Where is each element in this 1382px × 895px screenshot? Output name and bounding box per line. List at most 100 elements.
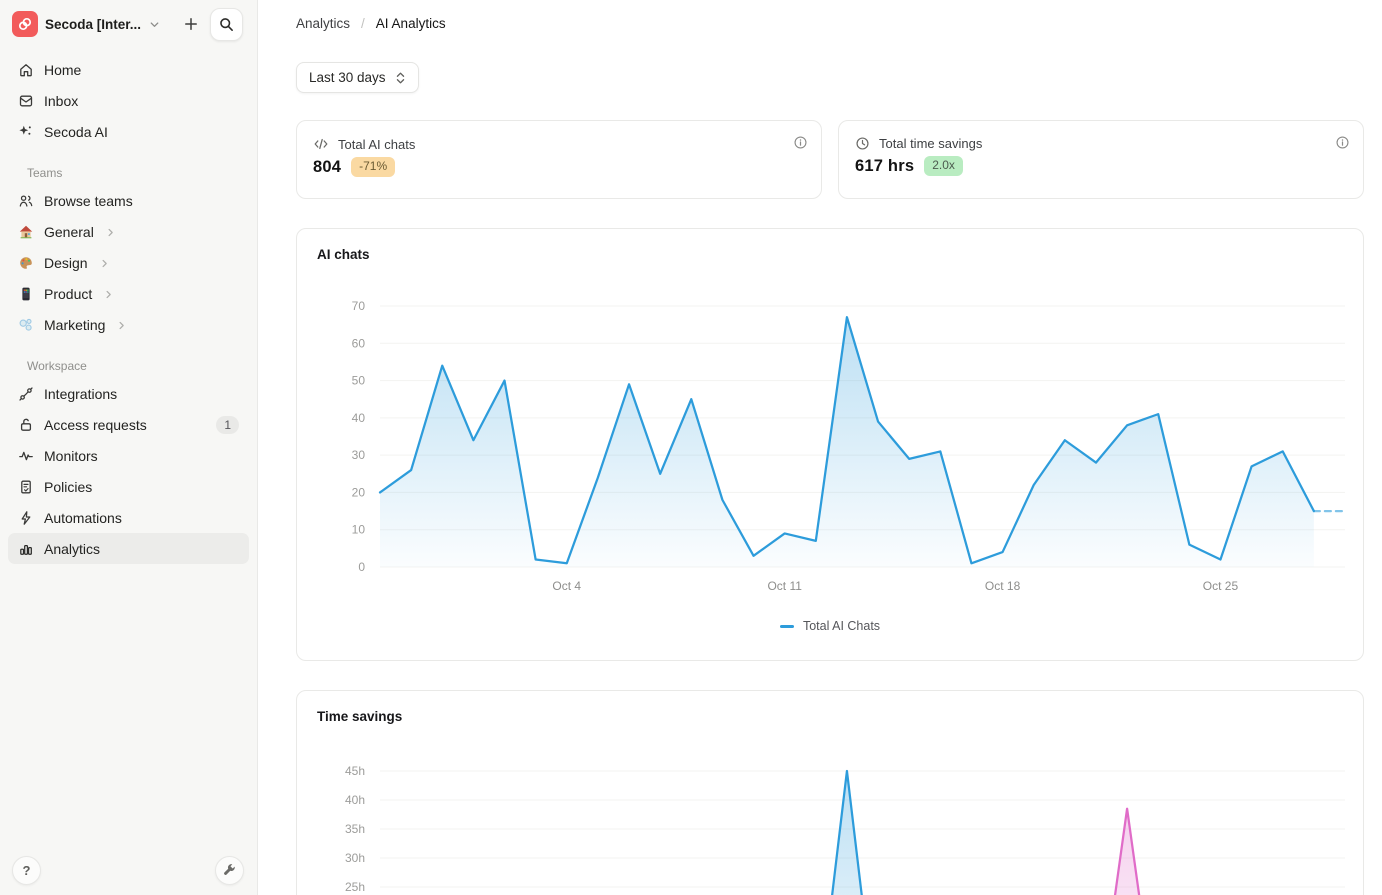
help-button[interactable]: ? <box>12 856 41 885</box>
time-savings-chart: 45h 40h 35h 30h 25h <box>345 764 1345 895</box>
chevron-right-icon <box>103 289 114 300</box>
secoda-logo-icon <box>12 11 38 37</box>
info-icon[interactable] <box>1335 135 1350 150</box>
svg-text:60: 60 <box>352 336 366 350</box>
date-range-select[interactable]: Last 30 days <box>296 62 419 93</box>
svg-text:Oct 18: Oct 18 <box>985 579 1021 593</box>
sidebar-nav: Home Inbox Secoda AI Teams Browse teams … <box>0 46 257 564</box>
sidebar-item-label: Secoda AI <box>44 123 108 140</box>
stat-label: Total AI chats <box>338 136 416 152</box>
people-icon <box>19 194 33 207</box>
sidebar-item-automations[interactable]: Automations <box>8 502 249 533</box>
sidebar-item-analytics[interactable]: Analytics <box>8 533 249 564</box>
search-button[interactable] <box>210 7 243 41</box>
sidebar-item-label: Home <box>44 61 82 78</box>
svg-text:Oct 11: Oct 11 <box>767 579 802 593</box>
stat-card-total-time-savings: Total time savings 617 hrs 2.0x <box>838 120 1364 199</box>
bubbles-emoji-icon <box>19 318 32 331</box>
sidebar-item-monitors[interactable]: Monitors <box>8 440 249 471</box>
wrench-icon <box>224 864 235 875</box>
breadcrumb-separator: / <box>361 15 365 31</box>
sidebar-item-label: Marketing <box>44 316 106 333</box>
sidebar-item-browse-teams[interactable]: Browse teams <box>8 185 249 216</box>
stat-multiplier-badge: 2.0x <box>924 156 963 176</box>
chart-title: Time savings <box>317 709 403 724</box>
sparkle-icon <box>19 125 31 135</box>
bar-chart-icon <box>20 544 32 555</box>
svg-text:Oct 4: Oct 4 <box>552 579 581 593</box>
sidebar-item-label: Product <box>44 285 93 302</box>
svg-text:35h: 35h <box>345 822 365 836</box>
breadcrumb: Analytics / AI Analytics <box>296 14 1364 32</box>
ai-chats-chart-card: AI chats 70 60 50 40 30 20 10 0 Oct 4 Oct 11 Oct 1… <box>296 228 1364 661</box>
svg-text:25h: 25h <box>345 880 365 894</box>
chart-legend: Total AI Chats <box>297 619 1363 633</box>
palette-emoji-icon <box>20 256 32 269</box>
svg-text:Oct 25: Oct 25 <box>1203 579 1239 593</box>
sidebar-item-policies[interactable]: Policies <box>8 471 249 502</box>
section-label-workspace: Workspace <box>27 359 87 373</box>
chevron-right-icon <box>105 227 116 238</box>
stat-value: 617 hrs <box>855 156 915 175</box>
ai-chats-chart: 70 60 50 40 30 20 10 0 Oct 4 Oct 11 Oct 18 Oct 25 <box>352 299 1347 593</box>
sidebar-item-inbox[interactable]: Inbox <box>8 85 249 116</box>
sidebar-item-label: Policies <box>44 478 93 495</box>
phone-emoji-icon <box>22 287 30 300</box>
lock-icon <box>20 418 32 431</box>
date-range-value: Last 30 days <box>309 70 386 85</box>
sidebar-item-label: Access requests <box>44 416 147 433</box>
main-content: Analytics / AI Analytics Last 30 days To… <box>258 0 1382 895</box>
sidebar-item-label: Automations <box>44 509 122 526</box>
stats-row: Total AI chats 804 -71% Total time savin… <box>296 120 1364 199</box>
house-emoji-icon <box>19 225 33 238</box>
info-icon[interactable] <box>793 135 808 150</box>
sidebar-item-access-requests[interactable]: Access requests 1 <box>8 409 249 440</box>
inbox-icon <box>19 95 33 106</box>
workspace-switcher[interactable]: Secoda [Inter... <box>45 16 142 32</box>
policy-icon <box>21 480 31 493</box>
sidebar-item-secoda-ai[interactable]: Secoda AI <box>8 116 249 147</box>
svg-text:30: 30 <box>352 448 366 462</box>
sidebar-item-home[interactable]: Home <box>8 54 249 85</box>
svg-text:50: 50 <box>352 374 366 388</box>
sidebar-item-general[interactable]: General <box>8 216 249 247</box>
sidebar-item-product[interactable]: Product <box>8 278 249 309</box>
stat-change-badge: -71% <box>351 157 396 177</box>
stat-value: 804 <box>313 157 342 176</box>
svg-text:10: 10 <box>352 523 366 537</box>
access-requests-count-badge: 1 <box>216 415 239 434</box>
home-icon <box>20 63 32 76</box>
stat-card-total-ai-chats: Total AI chats 804 -71% <box>296 120 822 199</box>
sidebar-item-marketing[interactable]: Marketing <box>8 309 249 340</box>
svg-text:20: 20 <box>352 485 366 499</box>
chevron-right-icon <box>116 320 127 331</box>
tools-button[interactable] <box>215 856 244 885</box>
sidebar-item-label: General <box>44 223 94 240</box>
select-chevrons-icon <box>396 72 404 83</box>
chevron-down-icon[interactable] <box>148 18 161 31</box>
sidebar-item-label: Analytics <box>44 540 101 557</box>
legend-marker <box>779 624 794 628</box>
sidebar-item-integrations[interactable]: Integrations <box>8 378 249 409</box>
sidebar-item-label: Design <box>44 254 88 271</box>
new-item-button[interactable] <box>179 12 203 36</box>
chart-title: AI chats <box>317 247 370 262</box>
svg-text:70: 70 <box>352 299 366 313</box>
bolt-icon <box>21 510 31 525</box>
sidebar-item-label: Monitors <box>44 447 98 464</box>
chevron-right-icon <box>99 258 110 269</box>
sidebar-item-label: Inbox <box>44 92 79 109</box>
sidebar-item-label: Integrations <box>44 385 118 402</box>
section-label-teams: Teams <box>27 166 63 180</box>
plug-icon <box>19 386 33 401</box>
svg-text:40: 40 <box>352 411 366 425</box>
legend-label: Total AI Chats <box>802 619 881 633</box>
svg-text:30h: 30h <box>345 851 365 865</box>
breadcrumb-analytics[interactable]: Analytics <box>296 15 351 31</box>
sidebar-item-design[interactable]: Design <box>8 247 249 278</box>
time-savings-chart-card: Time savings 45h 40h 35h 30h 25h <box>296 690 1364 895</box>
svg-text:45h: 45h <box>345 764 365 778</box>
pulse-icon <box>19 451 33 460</box>
stat-label: Total time savings <box>879 136 983 151</box>
breadcrumb-ai-analytics: AI Analytics <box>375 15 446 31</box>
